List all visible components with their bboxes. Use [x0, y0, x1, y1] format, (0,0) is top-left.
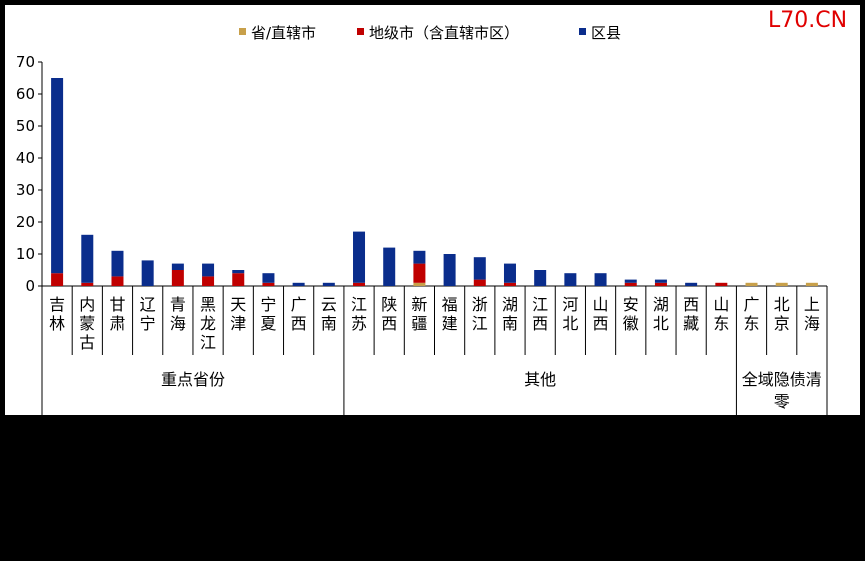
category-label-陕西: 陕西 — [381, 295, 397, 333]
stacked-bar-chart: L70.CN 省/直辖市 地级市（含直辖市区） 区县 0 10 20 30 40 50 60 70… — [16, 8, 847, 415]
bar-segment-山西-county — [594, 273, 607, 286]
bar-segment-内蒙古-county — [81, 234, 94, 283]
y-tick-label: 70 — [16, 53, 35, 71]
legend-swatch-2 — [579, 28, 586, 35]
y-tick-label: 20 — [16, 213, 35, 231]
category-label-江西: 江西 — [532, 295, 548, 333]
bar-segment-上海-province — [805, 282, 818, 286]
bar-segment-新疆-province — [413, 282, 426, 286]
bar-segment-黑龙江-county — [202, 263, 215, 277]
bar-segment-辽宁-county — [141, 260, 154, 286]
bar-segment-北京-province — [775, 282, 788, 286]
bar-segment-湖北-county — [654, 279, 667, 283]
bar-segment-青海-county — [171, 263, 184, 270]
bar-segment-湖北-city — [654, 282, 667, 286]
group-label-1: 其他 — [524, 370, 556, 389]
bar-segment-青海-city — [171, 270, 184, 286]
legend-label-0: 省/直辖市 — [251, 24, 316, 42]
category-label-湖北: 湖北 — [653, 295, 669, 333]
category-label-上海: 上海 — [804, 295, 820, 333]
y-tick-label: 40 — [16, 149, 35, 167]
legend-label-1: 地级市（含直辖市区） — [369, 24, 519, 42]
legend-swatch-0 — [239, 28, 246, 35]
bar-segment-江西-county — [534, 270, 547, 286]
category-label-云南: 云南 — [321, 295, 337, 333]
category-label-新疆: 新疆 — [411, 295, 427, 333]
bar-segment-广东-province — [745, 282, 758, 286]
category-label-西藏: 西藏 — [683, 295, 699, 333]
bar-segment-甘肃-county — [111, 250, 124, 277]
category-label-辽宁: 辽宁 — [140, 295, 156, 333]
category-labels: 吉林内蒙古甘肃辽宁青海黑龙江天津宁夏广西云南江苏陕西新疆福建浙江湖南江西河北山西… — [41, 286, 828, 415]
legend-label-2: 区县 — [591, 24, 621, 42]
bar-segment-天津-city — [232, 273, 245, 286]
y-tick-label: 50 — [16, 117, 35, 135]
bar-segment-甘肃-city — [111, 276, 124, 286]
category-label-山西: 山西 — [593, 295, 609, 333]
group-labels: 重点省份 其他 全域隐债清零 — [161, 370, 822, 411]
bar-segment-黑龙江-city — [202, 276, 215, 286]
bar-segment-浙江-city — [473, 279, 486, 286]
chart-panel: L70.CN 省/直辖市 地级市（含直辖市区） 区县 0 10 20 30 40 50 60 70… — [5, 5, 860, 415]
category-label-北京: 北京 — [774, 295, 790, 333]
bar-segment-新疆-city — [413, 263, 426, 283]
bar-segment-吉林-city — [51, 273, 64, 286]
bar-segment-河北-county — [564, 273, 577, 286]
bar-segment-福建-county — [443, 254, 456, 286]
category-label-浙江: 浙江 — [472, 295, 488, 333]
bar-segment-湖南-county — [503, 263, 516, 283]
y-tick-label: 30 — [16, 181, 35, 199]
group-label-2: 全域隐债清零 — [742, 370, 822, 411]
legend-swatch-1 — [357, 28, 364, 35]
category-label-甘肃: 甘肃 — [109, 295, 125, 333]
category-label-黑龙江: 黑龙江 — [200, 295, 216, 352]
bar-segment-安徽-city — [624, 282, 637, 286]
category-label-安徽: 安徽 — [623, 295, 639, 333]
watermark-text: L70.CN — [768, 8, 847, 33]
bar-segment-浙江-county — [473, 257, 486, 280]
category-label-福建: 福建 — [442, 295, 458, 333]
bar-segment-天津-county — [232, 270, 245, 274]
y-tick-label: 0 — [25, 277, 35, 295]
category-label-吉林: 吉林 — [49, 295, 65, 333]
category-label-江苏: 江苏 — [351, 295, 367, 333]
y-tick-label: 60 — [16, 85, 35, 103]
group-label-0: 重点省份 — [161, 370, 225, 389]
bar-segment-江苏-city — [353, 282, 366, 286]
category-label-山东: 山东 — [713, 295, 729, 333]
bar-segment-内蒙古-city — [81, 282, 94, 286]
category-label-广西: 广西 — [291, 295, 307, 333]
category-label-天津: 天津 — [230, 295, 246, 333]
bar-segment-云南-county — [322, 282, 335, 286]
bar-segment-陕西-county — [383, 247, 396, 286]
bar-segment-宁夏-county — [262, 273, 275, 283]
category-label-河北: 河北 — [562, 295, 578, 333]
category-label-内蒙古: 内蒙古 — [79, 295, 95, 352]
bar-segment-湖南-city — [503, 282, 516, 286]
bar-segment-宁夏-city — [262, 282, 275, 286]
y-tick-label: 10 — [16, 245, 35, 263]
category-label-广东: 广东 — [744, 295, 760, 333]
bar-segment-江苏-county — [353, 231, 366, 283]
bar-segment-吉林-county — [51, 78, 64, 274]
bar-segment-安徽-county — [624, 279, 637, 283]
bar-segment-西藏-county — [685, 282, 698, 286]
category-label-青海: 青海 — [170, 295, 186, 333]
bar-segment-广西-county — [292, 282, 305, 286]
bar-segment-新疆-county — [413, 250, 426, 264]
category-label-宁夏: 宁夏 — [260, 295, 276, 333]
category-label-湖南: 湖南 — [502, 295, 518, 333]
legend: 省/直辖市 地级市（含直辖市区） 区县 — [239, 24, 621, 42]
bar-segment-山东-city — [715, 282, 728, 286]
bars — [51, 78, 818, 286]
